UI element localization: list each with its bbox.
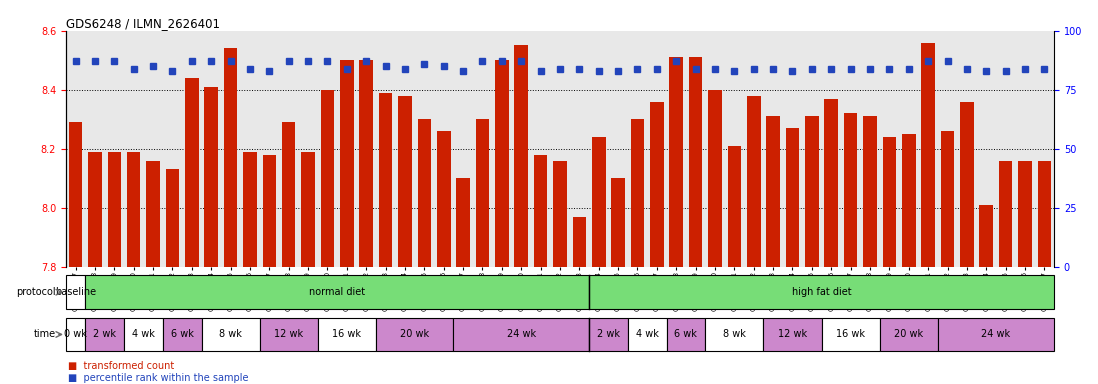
Bar	[612, 178, 625, 267]
Bar	[879, 318, 938, 351]
Bar	[670, 57, 683, 267]
Bar	[708, 90, 721, 267]
Text: 12 wk: 12 wk	[778, 329, 807, 339]
Bar	[666, 318, 705, 351]
Bar	[124, 318, 163, 351]
Bar	[1038, 161, 1051, 267]
Bar	[399, 96, 412, 267]
Text: 2 wk: 2 wk	[93, 329, 116, 339]
Text: 16 wk: 16 wk	[333, 329, 361, 339]
Bar	[127, 152, 141, 267]
Bar	[437, 131, 450, 267]
Text: 2 wk: 2 wk	[597, 329, 620, 339]
Bar	[301, 152, 315, 267]
Bar	[592, 137, 605, 267]
Bar	[86, 318, 124, 351]
Text: 4 wk: 4 wk	[132, 329, 155, 339]
Bar	[821, 318, 879, 351]
Bar	[763, 318, 821, 351]
Bar	[69, 122, 82, 267]
Bar	[262, 155, 276, 267]
Text: 20 wk: 20 wk	[400, 329, 429, 339]
Bar	[705, 318, 763, 351]
Bar	[457, 178, 470, 267]
Text: protocol: protocol	[16, 287, 56, 297]
Text: 8 wk: 8 wk	[220, 329, 242, 339]
Bar	[359, 60, 373, 267]
Bar	[630, 119, 645, 267]
Bar	[146, 161, 160, 267]
Bar	[999, 161, 1012, 267]
Bar	[747, 96, 761, 267]
Text: 20 wk: 20 wk	[894, 329, 923, 339]
Bar	[1018, 161, 1032, 267]
Bar	[202, 318, 259, 351]
Bar	[805, 116, 819, 267]
Bar	[844, 113, 858, 267]
Bar	[589, 275, 1054, 309]
Bar	[941, 131, 954, 267]
Bar	[243, 152, 257, 267]
Text: 6 wk: 6 wk	[170, 329, 193, 339]
Bar	[88, 152, 102, 267]
Bar	[376, 318, 453, 351]
Bar	[321, 90, 334, 267]
Bar	[66, 275, 86, 309]
Bar	[960, 102, 974, 267]
Text: 0 wk: 0 wk	[64, 329, 87, 339]
Text: 12 wk: 12 wk	[274, 329, 303, 339]
Bar	[572, 217, 586, 267]
Bar	[186, 78, 199, 267]
Bar	[628, 318, 666, 351]
Bar	[282, 122, 295, 267]
Text: high fat diet: high fat diet	[792, 287, 851, 297]
Bar	[495, 60, 508, 267]
Bar	[650, 102, 663, 267]
Bar	[728, 146, 741, 267]
Bar	[825, 99, 838, 267]
Bar	[204, 87, 219, 267]
Bar	[224, 48, 237, 267]
Bar	[938, 318, 1054, 351]
Text: baseline: baseline	[55, 287, 97, 297]
Bar	[863, 116, 877, 267]
Bar	[901, 134, 916, 267]
Text: 16 wk: 16 wk	[837, 329, 865, 339]
Text: 6 wk: 6 wk	[674, 329, 697, 339]
Bar	[417, 119, 432, 267]
Bar	[379, 93, 392, 267]
Text: GDS6248 / ILMN_2626401: GDS6248 / ILMN_2626401	[66, 17, 220, 30]
Bar	[453, 318, 589, 351]
Text: ■  transformed count: ■ transformed count	[68, 361, 175, 371]
Bar	[259, 318, 317, 351]
Bar	[979, 205, 993, 267]
Text: 24 wk: 24 wk	[982, 329, 1010, 339]
Text: normal diet: normal diet	[310, 287, 366, 297]
Bar	[317, 318, 376, 351]
Text: ■  percentile rank within the sample: ■ percentile rank within the sample	[68, 373, 248, 383]
Bar	[883, 137, 896, 267]
Bar	[86, 275, 589, 309]
Bar	[515, 45, 528, 267]
Bar	[108, 152, 121, 267]
Bar	[786, 128, 799, 267]
Bar	[66, 318, 86, 351]
Bar	[163, 318, 202, 351]
Bar	[475, 119, 490, 267]
Bar	[166, 169, 179, 267]
Bar	[534, 155, 548, 267]
Bar	[688, 57, 703, 267]
Text: time: time	[34, 329, 56, 339]
Text: 24 wk: 24 wk	[506, 329, 536, 339]
Bar	[553, 161, 567, 267]
Bar	[766, 116, 780, 267]
Bar	[589, 318, 628, 351]
Text: 4 wk: 4 wk	[636, 329, 659, 339]
Text: 8 wk: 8 wk	[722, 329, 746, 339]
Bar	[921, 43, 934, 267]
Bar	[340, 60, 354, 267]
